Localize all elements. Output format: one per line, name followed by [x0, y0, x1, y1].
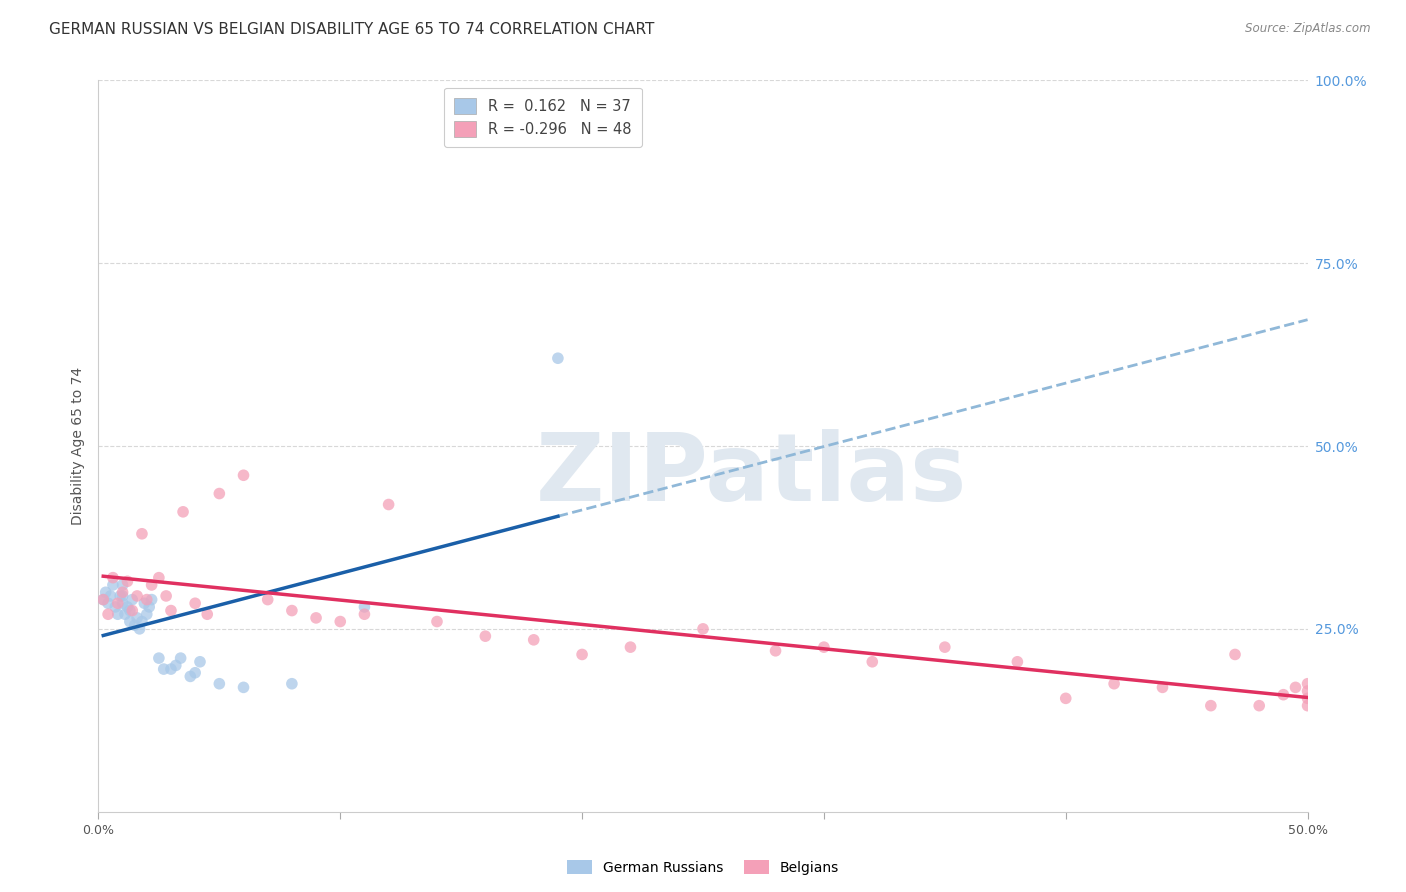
Point — [281, 603, 304, 617]
Point — [114, 607, 136, 622]
Point — [107, 607, 129, 622]
Point — [547, 351, 569, 366]
Point — [619, 640, 641, 655]
Point — [104, 599, 127, 614]
Point — [121, 603, 143, 617]
Point — [94, 585, 117, 599]
Point — [141, 578, 163, 592]
Point — [121, 592, 143, 607]
Point — [571, 648, 593, 662]
Point — [1296, 684, 1319, 698]
Point — [131, 526, 153, 541]
Point — [813, 640, 835, 655]
Y-axis label: Disability Age 65 to 74: Disability Age 65 to 74 — [72, 367, 86, 525]
Point — [134, 596, 156, 610]
Point — [169, 651, 191, 665]
Point — [117, 574, 139, 589]
Point — [765, 644, 787, 658]
Point — [1296, 676, 1319, 690]
Point — [208, 486, 231, 500]
Point — [232, 468, 254, 483]
Legend: R =  0.162   N = 37, R = -0.296   N = 48: R = 0.162 N = 37, R = -0.296 N = 48 — [444, 87, 641, 147]
Point — [1249, 698, 1271, 713]
Text: Source: ZipAtlas.com: Source: ZipAtlas.com — [1246, 22, 1371, 36]
Legend: German Russians, Belgians: German Russians, Belgians — [561, 855, 845, 880]
Point — [1284, 681, 1306, 695]
Point — [108, 589, 131, 603]
Point — [188, 655, 211, 669]
Point — [111, 585, 134, 599]
Point — [523, 632, 546, 647]
Point — [111, 589, 134, 603]
Point — [138, 599, 160, 614]
Point — [934, 640, 956, 655]
Point — [118, 603, 141, 617]
Point — [256, 592, 278, 607]
Text: GERMAN RUSSIAN VS BELGIAN DISABILITY AGE 65 TO 74 CORRELATION CHART: GERMAN RUSSIAN VS BELGIAN DISABILITY AGE… — [49, 22, 655, 37]
Point — [184, 596, 207, 610]
Point — [100, 589, 122, 603]
Point — [101, 571, 124, 585]
Point — [426, 615, 449, 629]
Point — [184, 665, 207, 680]
Point — [165, 658, 187, 673]
Point — [1152, 681, 1174, 695]
Point — [1272, 688, 1295, 702]
Point — [232, 681, 254, 695]
Point — [172, 505, 194, 519]
Point — [860, 655, 883, 669]
Point — [124, 618, 146, 632]
Point — [179, 669, 201, 683]
Point — [97, 596, 120, 610]
Point — [160, 662, 183, 676]
Point — [1102, 676, 1125, 690]
Point — [148, 571, 170, 585]
Point — [128, 622, 150, 636]
Point — [377, 498, 399, 512]
Point — [1296, 691, 1319, 706]
Point — [152, 662, 174, 676]
Point — [155, 589, 177, 603]
Point — [1007, 655, 1029, 669]
Point — [1199, 698, 1222, 713]
Text: ZIPatlas: ZIPatlas — [536, 429, 967, 521]
Point — [208, 676, 231, 690]
Point — [111, 596, 134, 610]
Point — [329, 615, 352, 629]
Point — [141, 592, 163, 607]
Point — [1054, 691, 1077, 706]
Point — [474, 629, 496, 643]
Point — [148, 651, 170, 665]
Point — [353, 599, 375, 614]
Point — [107, 596, 129, 610]
Point — [305, 611, 328, 625]
Point — [353, 607, 375, 622]
Point — [127, 589, 149, 603]
Point — [195, 607, 218, 622]
Point — [160, 603, 183, 617]
Point — [91, 592, 114, 607]
Point — [118, 615, 141, 629]
Point — [101, 578, 124, 592]
Point — [1223, 648, 1246, 662]
Point — [127, 611, 149, 625]
Point — [91, 592, 114, 607]
Point — [97, 607, 120, 622]
Point — [135, 607, 157, 622]
Point — [281, 676, 304, 690]
Point — [1296, 698, 1319, 713]
Point — [131, 615, 153, 629]
Point — [117, 599, 139, 614]
Point — [111, 578, 134, 592]
Point — [692, 622, 714, 636]
Point — [135, 592, 157, 607]
